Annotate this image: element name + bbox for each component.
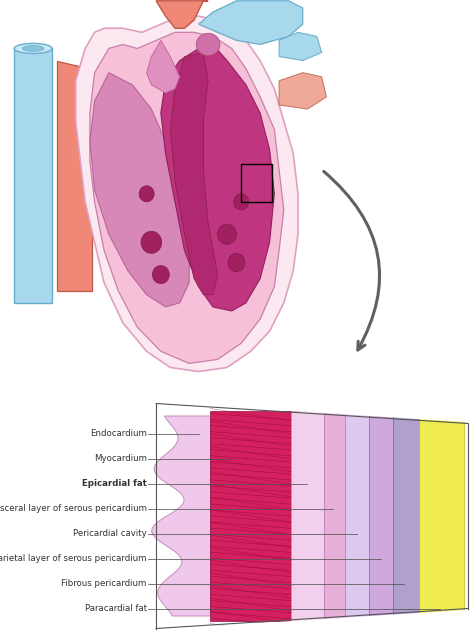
Text: Epicardial fat: Epicardial fat — [82, 479, 147, 488]
Text: Pericardial cavity: Pericardial cavity — [73, 529, 147, 538]
Polygon shape — [156, 1, 208, 28]
Polygon shape — [14, 49, 52, 303]
Polygon shape — [279, 32, 322, 60]
Polygon shape — [170, 53, 218, 295]
Polygon shape — [199, 1, 303, 44]
Polygon shape — [291, 411, 324, 621]
Ellipse shape — [139, 186, 154, 202]
Ellipse shape — [141, 231, 162, 253]
Ellipse shape — [152, 265, 169, 284]
Polygon shape — [147, 40, 180, 93]
Polygon shape — [90, 72, 189, 307]
Polygon shape — [90, 32, 284, 363]
Polygon shape — [210, 411, 291, 621]
Ellipse shape — [218, 224, 236, 244]
Polygon shape — [393, 411, 419, 621]
Polygon shape — [156, 391, 468, 422]
Text: Endocardium: Endocardium — [90, 429, 147, 438]
Bar — [241, 163, 272, 202]
Polygon shape — [142, 628, 473, 641]
Polygon shape — [76, 16, 298, 372]
Polygon shape — [142, 391, 473, 404]
Polygon shape — [419, 411, 464, 621]
Ellipse shape — [234, 194, 249, 210]
Polygon shape — [279, 72, 326, 109]
Ellipse shape — [22, 46, 44, 51]
Ellipse shape — [228, 253, 245, 272]
Polygon shape — [0, 391, 156, 641]
Polygon shape — [156, 610, 468, 641]
Text: Fibrous pericardium: Fibrous pericardium — [61, 579, 147, 588]
Ellipse shape — [14, 44, 52, 53]
Text: Paracardial fat: Paracardial fat — [85, 604, 147, 613]
Text: Visceral layer of serous pericardium: Visceral layer of serous pericardium — [0, 504, 147, 513]
Polygon shape — [369, 411, 393, 621]
Polygon shape — [324, 411, 345, 621]
Polygon shape — [57, 60, 92, 291]
Text: Parietal layer of serous pericardium: Parietal layer of serous pericardium — [0, 554, 147, 563]
Polygon shape — [152, 416, 210, 616]
Ellipse shape — [196, 33, 220, 56]
Polygon shape — [161, 44, 274, 311]
Polygon shape — [345, 411, 369, 621]
Text: Myocardium: Myocardium — [94, 454, 147, 463]
